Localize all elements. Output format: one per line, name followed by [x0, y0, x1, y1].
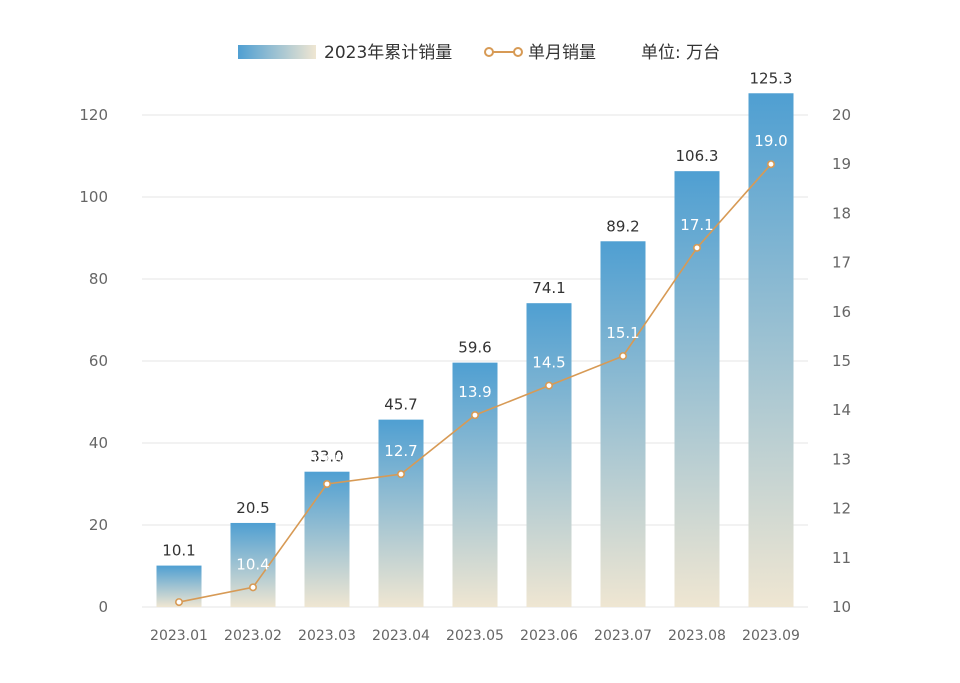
line-point [692, 243, 701, 252]
x-tick-label: 2023.08 [668, 628, 726, 644]
right-tick-label: 14 [832, 401, 851, 419]
x-axis: 2023.01 2023.02 2023.03 2023.04 2023.05 2023.… [150, 628, 800, 644]
bar [304, 471, 350, 607]
right-tick-label: 10 [832, 598, 851, 616]
right-y-axis: 10 11 12 13 14 15 16 17 18 19 20 [832, 106, 851, 616]
line-point [396, 470, 405, 479]
x-tick-label: 2023.03 [298, 628, 356, 644]
left-y-axis: 0 20 40 60 80 100 120 [79, 106, 108, 616]
right-tick-label: 13 [832, 450, 851, 468]
bar-value-label: 45.7 [384, 396, 417, 414]
line-point [470, 411, 479, 420]
line-point [618, 352, 627, 361]
line-series [175, 160, 775, 607]
line-point [766, 160, 775, 169]
x-tick-label: 2023.02 [224, 628, 282, 644]
left-tick-label: 120 [79, 106, 108, 124]
bar-value-label: 59.6 [458, 339, 491, 357]
bar-value-label: 10.1 [162, 542, 195, 560]
right-tick-label: 12 [832, 500, 851, 518]
x-tick-label: 2023.06 [520, 628, 578, 644]
legend-bar-label: 2023年累计销量 [324, 43, 452, 63]
left-tick-label: 20 [89, 516, 108, 534]
right-tick-label: 16 [832, 303, 851, 321]
right-tick-label: 15 [832, 352, 851, 370]
bar [526, 303, 572, 607]
bar [600, 241, 646, 607]
line-value-label: 14.5 [532, 354, 565, 372]
x-tick-label: 2023.05 [446, 628, 504, 644]
bar-value-label: 74.1 [532, 279, 565, 297]
bar-value-labels: 10.1 20.5 33.0 45.7 59.6 74.1 89.2 106.3 125.3 [162, 69, 792, 559]
right-tick-label: 17 [832, 254, 851, 272]
legend: 2023年累计销量 单月销量 单位: 万台 [238, 43, 720, 63]
line-value-label: 13.9 [458, 383, 491, 401]
x-tick-label: 2023.09 [742, 628, 800, 644]
line-point [249, 583, 258, 592]
left-tick-label: 80 [89, 270, 108, 288]
line-point [322, 479, 331, 488]
line-point [175, 598, 184, 607]
legend-line-label: 单月销量 [528, 43, 596, 63]
bar [674, 171, 720, 608]
line-value-label: 19.0 [754, 132, 787, 150]
legend-line-marker-right [513, 47, 523, 57]
right-tick-label: 20 [832, 106, 851, 124]
line-point [544, 381, 553, 390]
unit-label: 单位: 万台 [641, 43, 720, 63]
left-tick-label: 100 [79, 188, 108, 206]
line-value-label: 10.4 [236, 555, 269, 573]
right-tick-label: 18 [832, 204, 851, 222]
line-value-label: 12.5 [310, 452, 343, 470]
line-value-labels: 10.4 12.5 12.7 13.9 14.5 15.1 17.1 19.0 [236, 132, 787, 573]
bar-value-label: 125.3 [750, 69, 793, 87]
legend-bar-swatch [238, 45, 316, 59]
left-tick-label: 40 [89, 434, 108, 452]
left-tick-label: 60 [89, 352, 108, 370]
line-value-label: 12.7 [384, 442, 417, 460]
bar-value-label: 20.5 [236, 499, 269, 517]
right-tick-label: 19 [832, 155, 851, 173]
bar [452, 362, 498, 607]
line-value-label: 17.1 [680, 216, 713, 234]
x-tick-label: 2023.04 [372, 628, 430, 644]
bar [378, 419, 424, 607]
x-tick-label: 2023.07 [594, 628, 652, 644]
line-value-label: 15.1 [606, 324, 639, 342]
legend-line-marker-left [484, 47, 494, 57]
bar [230, 522, 276, 607]
bar-value-label: 106.3 [676, 147, 719, 165]
bar-value-label: 33.0 [310, 448, 343, 466]
bar-value-label: 89.2 [606, 217, 639, 235]
left-tick-label: 0 [98, 598, 108, 616]
bar-series [156, 93, 794, 608]
bar [748, 93, 794, 607]
x-tick-label: 2023.01 [150, 628, 208, 644]
right-tick-label: 11 [832, 549, 851, 567]
